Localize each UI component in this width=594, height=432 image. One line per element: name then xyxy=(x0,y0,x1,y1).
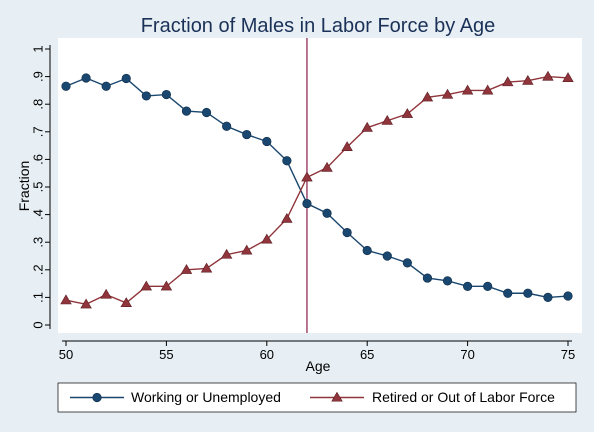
plot-area xyxy=(58,38,582,333)
data-point xyxy=(302,198,312,209)
x-tick-label: 60 xyxy=(260,347,274,362)
x-tick-label: 75 xyxy=(561,347,575,362)
data-point xyxy=(141,91,151,101)
data-point xyxy=(222,121,232,131)
data-point xyxy=(401,108,414,118)
data-point xyxy=(261,233,273,244)
data-point xyxy=(220,248,233,259)
y-tick-label: .4 xyxy=(31,209,46,220)
data-point xyxy=(121,73,131,84)
data-point xyxy=(281,212,293,223)
y-tick-label: .8 xyxy=(31,99,46,110)
data-point xyxy=(422,273,433,283)
x-tick-label: 55 xyxy=(159,347,173,362)
x-tick-label: 50 xyxy=(59,347,73,362)
y-tick-label: 1 xyxy=(31,45,46,52)
y-axis-title: Fraction xyxy=(16,161,32,212)
data-point xyxy=(362,245,372,256)
data-point xyxy=(382,251,392,261)
data-point xyxy=(140,280,153,291)
data-point xyxy=(61,81,71,91)
data-point xyxy=(101,81,111,91)
y-tick-label: .3 xyxy=(31,237,46,248)
data-point xyxy=(160,280,173,291)
x-tick-label: 65 xyxy=(360,347,374,362)
data-point xyxy=(120,297,132,307)
y-tick-label: .1 xyxy=(31,292,46,303)
chart-title: Fraction of Males in Labor Force by Age xyxy=(141,15,496,37)
data-point xyxy=(522,74,534,85)
data-point xyxy=(481,84,494,95)
data-point xyxy=(543,292,553,303)
data-point xyxy=(483,281,493,291)
data-point xyxy=(502,76,514,87)
x-axis-title: Age xyxy=(306,358,331,374)
data-point xyxy=(240,244,253,255)
data-point xyxy=(461,84,474,95)
data-point xyxy=(421,91,434,102)
data-point xyxy=(100,288,112,299)
data-point xyxy=(242,129,252,140)
legend-item: Working or Unemployed xyxy=(70,389,281,405)
y-axis: 0 .1 .2 .3 .4 .5 .6 .7 .8 .9 1 xyxy=(31,45,51,329)
legend-marker xyxy=(92,392,102,403)
x-axis: 50 55 60 65 70 75 xyxy=(59,340,575,362)
data-point xyxy=(180,264,193,274)
data-point xyxy=(301,171,313,182)
legend-label: Retired or Out of Labor Force xyxy=(372,389,555,405)
data-point xyxy=(200,262,213,273)
data-point xyxy=(262,136,272,147)
data-point xyxy=(201,107,212,118)
data-point xyxy=(361,121,373,132)
data-point xyxy=(463,281,473,291)
y-tick-label: 0 xyxy=(31,321,46,328)
series-1 xyxy=(61,73,573,303)
data-point xyxy=(442,276,453,286)
data-point xyxy=(282,156,292,166)
data-point xyxy=(402,258,412,268)
data-point xyxy=(322,208,332,218)
data-point xyxy=(341,141,353,152)
data-point xyxy=(181,106,192,116)
data-point xyxy=(441,88,454,99)
legend-marker xyxy=(331,391,343,402)
y-tick-label: .2 xyxy=(31,264,46,275)
legend-label: Working or Unemployed xyxy=(131,389,281,405)
series-2 xyxy=(60,70,574,309)
series-layer xyxy=(60,70,574,309)
legend-item: Retired or Out of Labor Force xyxy=(310,389,555,405)
data-point xyxy=(161,89,171,100)
legend: Working or Unemployed Retired or Out of L… xyxy=(70,389,555,405)
y-tick-label: .9 xyxy=(31,71,46,82)
data-point xyxy=(563,291,573,301)
data-point xyxy=(60,294,72,305)
data-point xyxy=(503,288,513,298)
data-point xyxy=(81,73,91,83)
data-point xyxy=(542,70,554,81)
y-tick-label: .5 xyxy=(31,182,46,193)
data-point xyxy=(321,161,333,172)
x-tick-label: 70 xyxy=(460,347,474,362)
data-point xyxy=(342,227,352,238)
data-point xyxy=(381,114,394,125)
data-point xyxy=(80,298,92,309)
y-tick-label: .6 xyxy=(31,154,46,165)
data-point xyxy=(562,72,574,83)
y-tick-label: .7 xyxy=(31,126,46,137)
data-point xyxy=(523,288,533,298)
